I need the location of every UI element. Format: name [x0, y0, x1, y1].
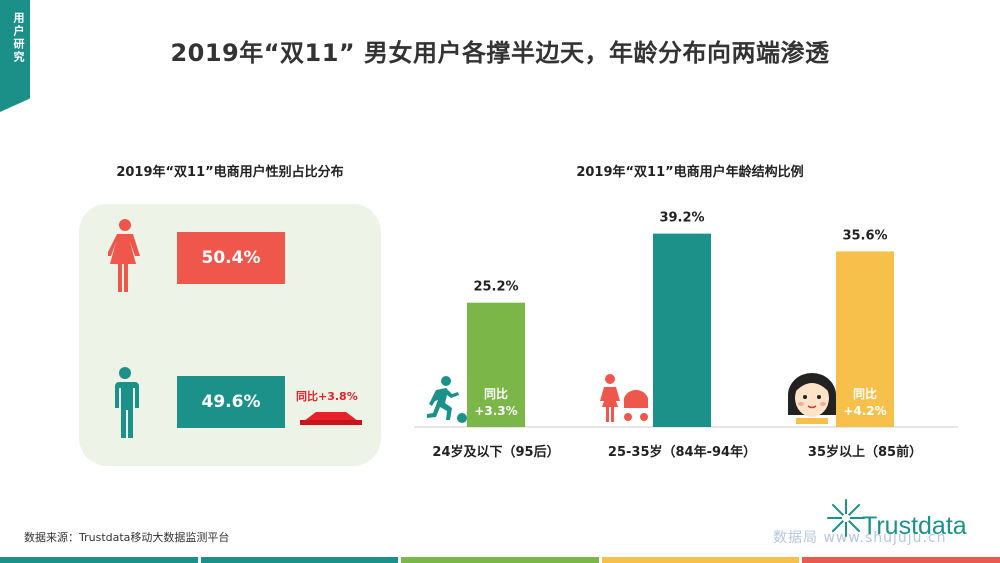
- gender-chart-title: 2019年“双11”电商用户性别占比分布: [116, 165, 344, 180]
- mother-stroller-icon: [600, 374, 648, 422]
- age-category-label-2: 25-35岁（84年-94年）: [608, 444, 756, 460]
- brand-name: Trustdata: [862, 512, 967, 540]
- age-bar-3: [836, 251, 894, 427]
- runner-icon: [427, 376, 467, 423]
- page-title: 2019年“双11” 男女用户各撑半边天，年龄分布向两端渗透: [170, 39, 830, 67]
- female-share-box: 50.4%: [177, 232, 285, 284]
- age-category-label-1: 24岁及以下（95后）: [432, 444, 559, 460]
- section-tab: 用户研究: [0, 0, 30, 112]
- age-bar-value-label-1: 25.2%: [473, 280, 518, 295]
- watermark: 数据局 www.shujuju.cn: [773, 530, 947, 546]
- male-icon: [115, 367, 139, 438]
- male-yoy-label: 同比+3.8%: [296, 390, 358, 403]
- age-yoy-value-1: +3.3%: [474, 404, 517, 418]
- data-source-note: 数据来源：Trustdata移动大数据监测平台: [24, 531, 230, 544]
- woman-face-icon: [788, 373, 836, 424]
- age-category-label-3: 35岁以上（85前）: [808, 444, 922, 460]
- age-bar-2: [653, 233, 711, 427]
- male-share-box: 49.6%: [177, 376, 285, 428]
- age-bar-value-label-2: 39.2%: [659, 211, 704, 226]
- age-bar-1: [467, 302, 525, 427]
- age-yoy-value-3: +4.2%: [843, 404, 886, 418]
- female-icon: [108, 219, 140, 292]
- bottom-color-bar: [0, 557, 1000, 563]
- age-yoy-label-1: 同比: [484, 386, 508, 401]
- age-yoy-label-3: 同比: [853, 386, 877, 401]
- age-chart-title: 2019年“双11”电商用户年龄结构比例: [576, 165, 804, 180]
- trustdata-logo-icon: [827, 499, 865, 537]
- age-bar-value-label-3: 35.6%: [842, 228, 887, 243]
- section-tab-label: 用户研究: [12, 12, 25, 64]
- up-arrow-icon: [300, 412, 362, 425]
